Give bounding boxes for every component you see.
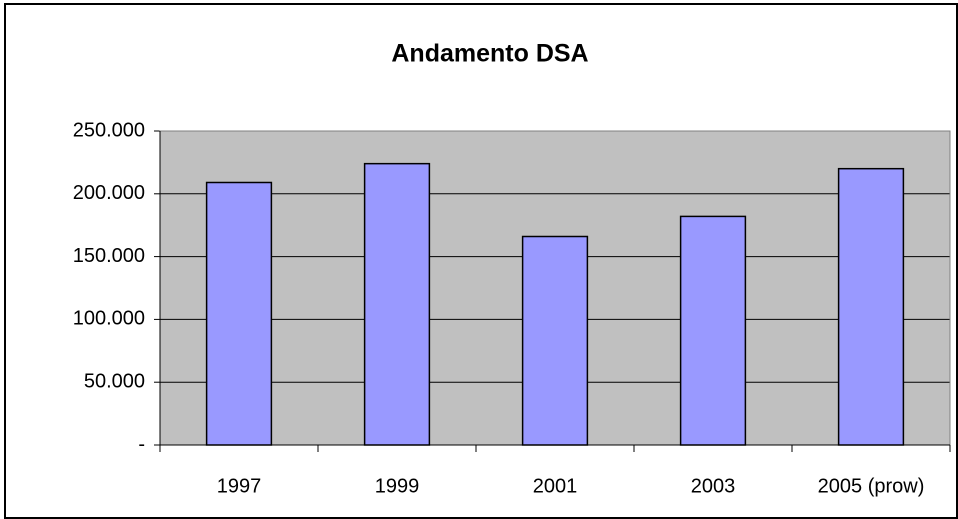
- bar: [837, 167, 905, 446]
- bar: [363, 162, 431, 446]
- bar: [205, 181, 273, 446]
- x-tick-label: 2003: [691, 475, 736, 497]
- bar: [679, 215, 747, 446]
- y-tick-label: -: [138, 433, 145, 455]
- y-tick-label: 150.000: [73, 245, 145, 267]
- x-tick-label: 2001: [533, 475, 578, 497]
- bar: [521, 235, 589, 446]
- chart-title: Andamento DSA: [391, 40, 588, 68]
- x-tick-label: 1997: [217, 475, 262, 497]
- y-tick-label: 200.000: [73, 182, 145, 204]
- y-tick-label: 100.000: [73, 308, 145, 330]
- y-tick-label: 50.000: [84, 370, 145, 392]
- x-tick-label: 2005 (prow): [818, 475, 925, 497]
- x-tick-label: 1999: [375, 475, 420, 497]
- y-tick-label: 250.000: [73, 119, 145, 141]
